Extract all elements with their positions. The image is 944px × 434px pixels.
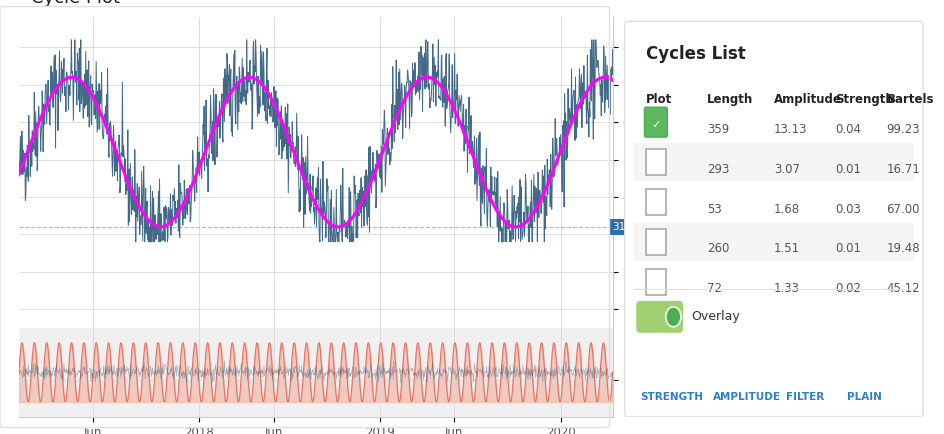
FancyBboxPatch shape: [646, 229, 666, 255]
Text: FILTER: FILTER: [785, 391, 823, 402]
FancyBboxPatch shape: [646, 149, 666, 175]
Text: 1.33: 1.33: [773, 283, 799, 296]
Text: 0.02: 0.02: [834, 283, 860, 296]
Text: 359: 359: [706, 123, 729, 136]
Text: 260: 260: [706, 243, 729, 256]
FancyBboxPatch shape: [644, 107, 666, 137]
Text: 1.51: 1.51: [773, 243, 800, 256]
Text: 0.03: 0.03: [834, 203, 860, 216]
Text: 16.71: 16.71: [885, 163, 919, 176]
Text: ✓: ✓: [650, 120, 660, 130]
Text: 3.07: 3.07: [773, 163, 799, 176]
FancyBboxPatch shape: [633, 143, 913, 181]
Text: Length: Length: [706, 93, 752, 106]
Text: Strength: Strength: [834, 93, 893, 106]
FancyBboxPatch shape: [635, 301, 683, 333]
Text: 19.48: 19.48: [885, 243, 919, 256]
Text: Cycle Plot: Cycle Plot: [31, 0, 120, 7]
FancyBboxPatch shape: [633, 103, 913, 141]
Text: 53: 53: [706, 203, 721, 216]
Text: 1.68: 1.68: [773, 203, 800, 216]
Text: 45.12: 45.12: [885, 283, 919, 296]
Text: 0.01: 0.01: [834, 243, 860, 256]
Circle shape: [666, 307, 681, 327]
Text: 31.90: 31.90: [612, 222, 642, 232]
Text: Bartels: Bartels: [885, 93, 933, 106]
Text: 13.13: 13.13: [773, 123, 806, 136]
Text: Plot: Plot: [646, 93, 671, 106]
Text: PLAIN: PLAIN: [846, 391, 881, 402]
Text: 0.04: 0.04: [834, 123, 860, 136]
FancyBboxPatch shape: [633, 263, 913, 301]
Text: AMPLITUDE: AMPLITUDE: [712, 391, 780, 402]
Text: 0.01: 0.01: [834, 163, 860, 176]
Text: 99.23: 99.23: [885, 123, 919, 136]
Text: STRENGTH: STRENGTH: [639, 391, 702, 402]
Text: Overlay: Overlay: [691, 310, 739, 323]
Text: 67.00: 67.00: [885, 203, 919, 216]
Text: Cycles List: Cycles List: [646, 45, 745, 63]
FancyBboxPatch shape: [633, 223, 913, 261]
Text: 72: 72: [706, 283, 721, 296]
FancyBboxPatch shape: [624, 21, 922, 417]
FancyBboxPatch shape: [633, 183, 913, 221]
FancyBboxPatch shape: [646, 189, 666, 215]
Text: 293: 293: [706, 163, 729, 176]
FancyBboxPatch shape: [646, 269, 666, 295]
Text: Amplitude: Amplitude: [773, 93, 841, 106]
